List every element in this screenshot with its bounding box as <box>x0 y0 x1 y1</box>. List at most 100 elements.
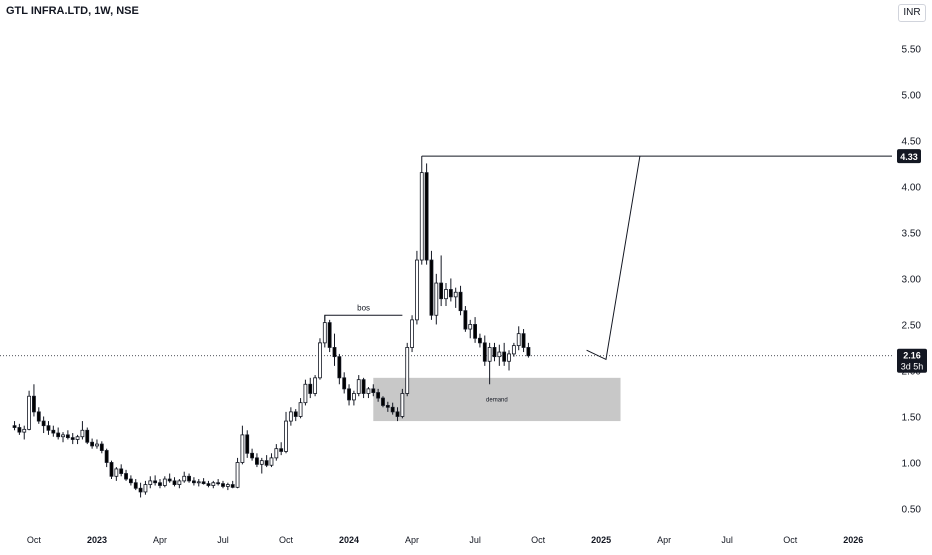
candle-body <box>27 395 31 430</box>
candle-body <box>293 411 298 417</box>
y-tick-label: 4.50 <box>902 136 922 147</box>
candle-body <box>288 411 293 422</box>
candle-body <box>415 259 419 321</box>
candle-body <box>255 457 259 465</box>
candle-body <box>497 351 502 358</box>
candle-body <box>167 478 172 482</box>
candle-body <box>482 342 487 362</box>
candle-body <box>250 452 254 459</box>
candle-body <box>371 388 376 393</box>
y-tick-label: 5.50 <box>902 44 922 55</box>
chart-title: GTL INFRA.LTD, 1W, NSE <box>6 5 139 17</box>
candle-body <box>410 319 414 348</box>
projection-path <box>586 155 641 361</box>
x-tick-label: Jul <box>469 535 481 545</box>
candle-body <box>75 436 80 440</box>
candle-body <box>138 487 143 493</box>
candle-body <box>109 462 114 477</box>
candle-body <box>216 482 221 485</box>
x-tick-label: Jul <box>721 535 733 545</box>
candle-body <box>419 172 424 261</box>
candle-body <box>148 480 153 485</box>
x-tick-label: 2023 <box>87 535 107 545</box>
candle-body <box>119 468 124 474</box>
candle-body <box>327 322 332 348</box>
candle-body <box>41 420 46 427</box>
y-tick-label: 3.00 <box>902 274 922 285</box>
candle-body <box>468 324 473 330</box>
candle-body <box>230 484 235 488</box>
candle-body <box>342 377 347 390</box>
bos-line <box>324 314 403 322</box>
candle-body <box>22 428 27 433</box>
demand-zone <box>373 377 621 422</box>
candle-body <box>46 425 51 431</box>
bos-label: bos <box>357 303 370 312</box>
candle-body <box>458 291 463 312</box>
candle-body <box>225 484 230 487</box>
candle-body <box>279 448 284 452</box>
x-tick-label: Oct <box>531 535 546 545</box>
candle-body <box>211 482 216 486</box>
y-tick-label: 1.50 <box>902 412 922 423</box>
candle-body <box>526 347 531 357</box>
candle-body <box>240 434 245 463</box>
candle-body <box>318 342 322 379</box>
x-tick-label: Oct <box>27 535 42 545</box>
candle-body <box>61 434 65 438</box>
candle-body <box>308 383 313 394</box>
current-price-tag <box>897 348 927 373</box>
candle-body <box>182 475 187 482</box>
candle-body <box>128 478 133 484</box>
candle-body <box>259 460 264 465</box>
candle-body <box>303 383 308 404</box>
candle-body <box>36 411 41 422</box>
candle-body <box>17 427 22 433</box>
x-tick-label: 2025 <box>591 535 611 545</box>
candle-body <box>274 448 279 459</box>
candle-body <box>221 483 225 487</box>
y-tick-label: 1.00 <box>902 458 922 469</box>
candle-body <box>313 377 318 394</box>
candle-body <box>235 462 240 488</box>
candle-body <box>245 434 250 454</box>
candle-body <box>269 457 274 466</box>
resistance-price-tag <box>897 149 921 164</box>
candle-body <box>12 425 17 428</box>
candle-body <box>99 443 104 451</box>
candle-body <box>492 347 497 358</box>
x-tick-label: Apr <box>153 535 167 545</box>
candle-body <box>80 429 85 438</box>
candle-body <box>70 437 75 440</box>
candle-body <box>192 480 196 484</box>
candle-body <box>95 443 99 447</box>
candle-body <box>332 347 337 358</box>
candle-body <box>85 429 90 443</box>
x-tick-label: Apr <box>657 535 671 545</box>
candle-body <box>347 388 351 401</box>
candle-body <box>172 480 177 485</box>
candle-body <box>177 480 182 485</box>
candle-body <box>361 379 366 394</box>
x-tick-label: Oct <box>783 535 798 545</box>
candle-body <box>351 393 356 401</box>
candle-body <box>434 282 439 316</box>
candle-body <box>56 432 61 438</box>
candle-body <box>463 310 468 330</box>
candle-body <box>487 347 492 362</box>
candle-body <box>385 405 390 408</box>
candle-body <box>51 429 56 434</box>
candle-body <box>511 345 516 355</box>
candle-body <box>502 351 507 362</box>
candle-body <box>444 289 448 300</box>
currency-button[interactable]: INR <box>898 4 926 22</box>
candle-body <box>201 481 206 485</box>
resistance-price-label: 4.33 <box>900 152 918 162</box>
demand-zone-label: demand <box>486 397 508 403</box>
candle-body <box>405 347 410 394</box>
candle-body <box>395 411 400 417</box>
x-tick-label: 2024 <box>339 535 359 545</box>
candle-body <box>473 324 477 339</box>
